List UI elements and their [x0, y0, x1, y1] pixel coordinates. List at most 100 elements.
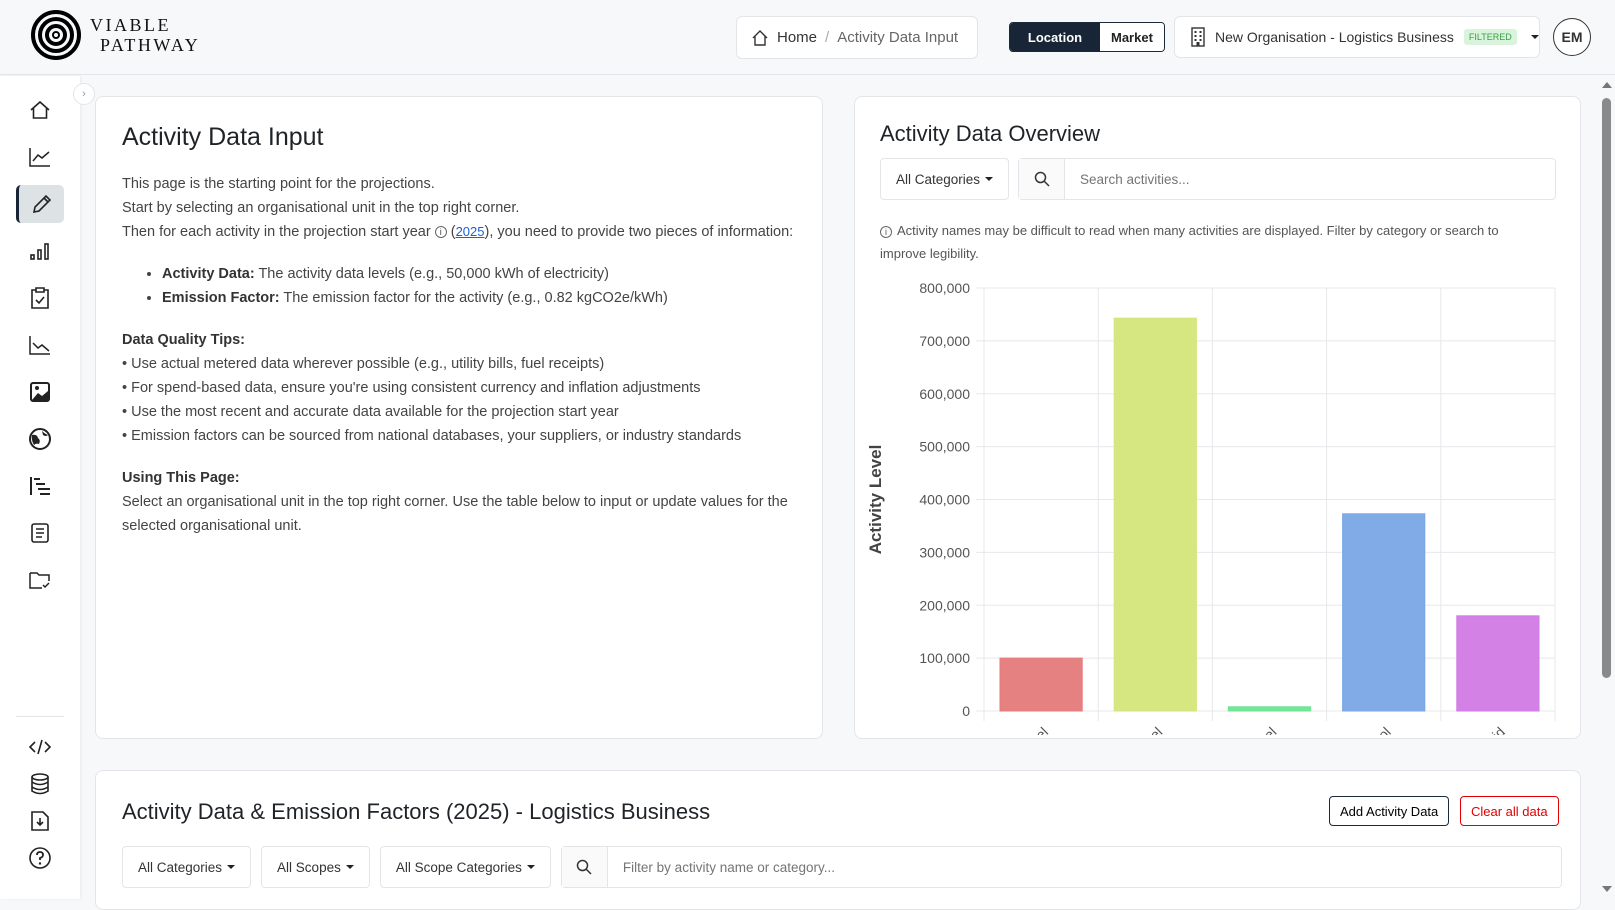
y-tick-label: 200,000	[919, 597, 970, 613]
sidebar-item-tasks[interactable]	[16, 279, 64, 317]
intro-line3-text: Then for each activity in the projection…	[122, 224, 431, 240]
clear-all-data-button[interactable]: Clear all data	[1460, 796, 1559, 826]
using-text: Select an organisational unit in the top…	[122, 494, 788, 534]
category-filter[interactable]: All Categories	[122, 846, 252, 888]
start-year-link[interactable]: 2025	[455, 224, 485, 239]
sidebar-item-globe[interactable]	[16, 420, 64, 458]
tip-3: • Use the most recent and accurate data …	[122, 404, 619, 420]
legibility-note: i Activity names may be difficult to read…	[880, 219, 1540, 265]
globe-icon	[29, 428, 51, 450]
image-icon	[30, 382, 50, 402]
sidebar-item-gallery[interactable]	[16, 373, 64, 411]
y-tick-label: 300,000	[919, 544, 970, 560]
sidebar-item-dashboard[interactable]	[16, 138, 64, 176]
sidebar-item-activity-data[interactable]	[16, 185, 64, 223]
pencil-icon	[32, 194, 51, 214]
database-icon	[31, 773, 49, 795]
sidebar	[0, 76, 80, 899]
bullet-activity-data: Activity Data: The activity data levels …	[162, 262, 796, 286]
tip-2: • For spend-based data, ensure you're us…	[122, 380, 701, 396]
chart-line-icon	[29, 148, 50, 167]
scrollbar-thumb[interactable]	[1602, 98, 1611, 678]
y-axis-title: Activity Level	[866, 445, 885, 555]
sidebar-item-api[interactable]	[16, 728, 64, 766]
tip-1: • Use actual metered data wherever possi…	[122, 356, 605, 372]
bar-electricity-grid	[1456, 615, 1540, 712]
scroll-up-arrow-icon[interactable]	[1602, 82, 1612, 88]
y-tick-label: 600,000	[919, 386, 970, 402]
info-bullets: Activity Data: The activity data levels …	[162, 262, 796, 310]
y-tick-label: 100,000	[919, 650, 970, 666]
breadcrumb-separator: /	[825, 29, 830, 46]
intro-line2: Start by selecting an organisational uni…	[122, 200, 520, 216]
overview-search-input[interactable]	[1065, 171, 1555, 187]
page-scrollbar[interactable]	[1598, 78, 1615, 899]
sidebar-divider	[16, 716, 64, 717]
table-search	[560, 846, 1562, 888]
sidebar-item-database[interactable]	[16, 765, 64, 803]
bar-car-petrol	[1342, 513, 1426, 712]
chevron-right-icon: ›	[82, 88, 86, 100]
sidebar-item-home[interactable]	[16, 91, 64, 129]
bar-van-diesel	[1227, 706, 1312, 712]
sidebar-expand-button[interactable]: ›	[73, 83, 95, 105]
intro-line3: Then for each activity in the projection…	[122, 224, 794, 240]
overview-search	[1018, 158, 1556, 200]
location-market-toggle: Location Market	[1009, 22, 1165, 52]
scroll-down-arrow-icon[interactable]	[1602, 886, 1612, 892]
breadcrumb: Home / Activity Data Input	[736, 16, 978, 59]
logo-rings-icon	[31, 10, 81, 60]
y-tick-label: 700,000	[919, 333, 970, 349]
sidebar-item-timeline[interactable]	[16, 467, 64, 505]
sidebar-item-reduction[interactable]	[16, 326, 64, 364]
scope-category-filter[interactable]: All Scope Categories	[379, 846, 551, 888]
sidebar-item-help[interactable]	[16, 839, 64, 877]
x-tick-label: car petrol	[1341, 724, 1394, 735]
user-avatar[interactable]: EM	[1553, 18, 1591, 56]
search-icon	[561, 847, 608, 887]
home-icon	[752, 29, 768, 46]
overview-title: Activity Data Overview	[880, 121, 1101, 146]
brand-line2: PATHWAY	[100, 35, 201, 55]
legibility-note-text: Activity names may be difficult to read …	[880, 223, 1499, 261]
sidebar-item-reports[interactable]	[16, 514, 64, 552]
y-tick-label: 800,000	[919, 280, 970, 296]
overview-category-filter[interactable]: All Categories	[880, 158, 1010, 200]
list-indent-icon	[30, 477, 50, 495]
location-button[interactable]: Location	[1010, 23, 1100, 51]
intro-line3-end: , you need to provide two pieces of info…	[489, 224, 794, 240]
document-icon	[31, 523, 49, 543]
clipboard-check-icon	[31, 287, 49, 309]
breadcrumb-home[interactable]: Home	[777, 29, 818, 46]
y-tick-label: 500,000	[919, 439, 970, 455]
sidebar-item-export[interactable]	[16, 802, 64, 840]
activity-table-card: Activity Data & Emission Factors (2025) …	[95, 770, 1581, 910]
x-tick-label: van diesel	[1224, 724, 1280, 735]
y-tick-label: 400,000	[919, 492, 970, 508]
page-title: Activity Data Input	[122, 123, 324, 151]
table-filters: All Categories All Scopes All Scope Cate…	[122, 846, 1562, 888]
market-button[interactable]: Market	[1100, 23, 1164, 51]
top-header: VIABLE PATHWAY Home / Activity Data Input…	[0, 0, 1615, 75]
filtered-badge: FILTERED	[1463, 29, 1517, 45]
scope-filter[interactable]: All Scopes	[261, 846, 370, 888]
chart-down-icon	[29, 336, 50, 355]
download-file-icon	[31, 811, 49, 831]
logo[interactable]: VIABLE PATHWAY	[30, 9, 200, 61]
table-search-input[interactable]	[607, 859, 1561, 875]
sidebar-item-bar-chart[interactable]	[16, 232, 64, 270]
organisation-selector[interactable]: New Organisation - Logistics Business FI…	[1174, 16, 1540, 58]
breadcrumb-current: Activity Data Input	[837, 29, 959, 46]
bar-chart-icon	[30, 243, 49, 260]
add-activity-data-button[interactable]: Add Activity Data	[1329, 796, 1450, 826]
y-tick-label: 0	[962, 703, 970, 719]
info-icon: i	[880, 225, 892, 238]
home-icon	[30, 100, 50, 119]
intro-line1: This page is the starting point for the …	[122, 176, 435, 192]
activity-bar-chart: 0 100,000 200,000 300,000 400,000 500,000 600,…	[866, 280, 1556, 735]
sidebar-item-files[interactable]	[16, 561, 64, 599]
info-icon[interactable]: i	[434, 226, 447, 239]
chevron-down-icon	[1530, 35, 1539, 43]
bar-hgv-diesel	[999, 657, 1083, 712]
using-title: Using This Page:	[122, 470, 240, 486]
